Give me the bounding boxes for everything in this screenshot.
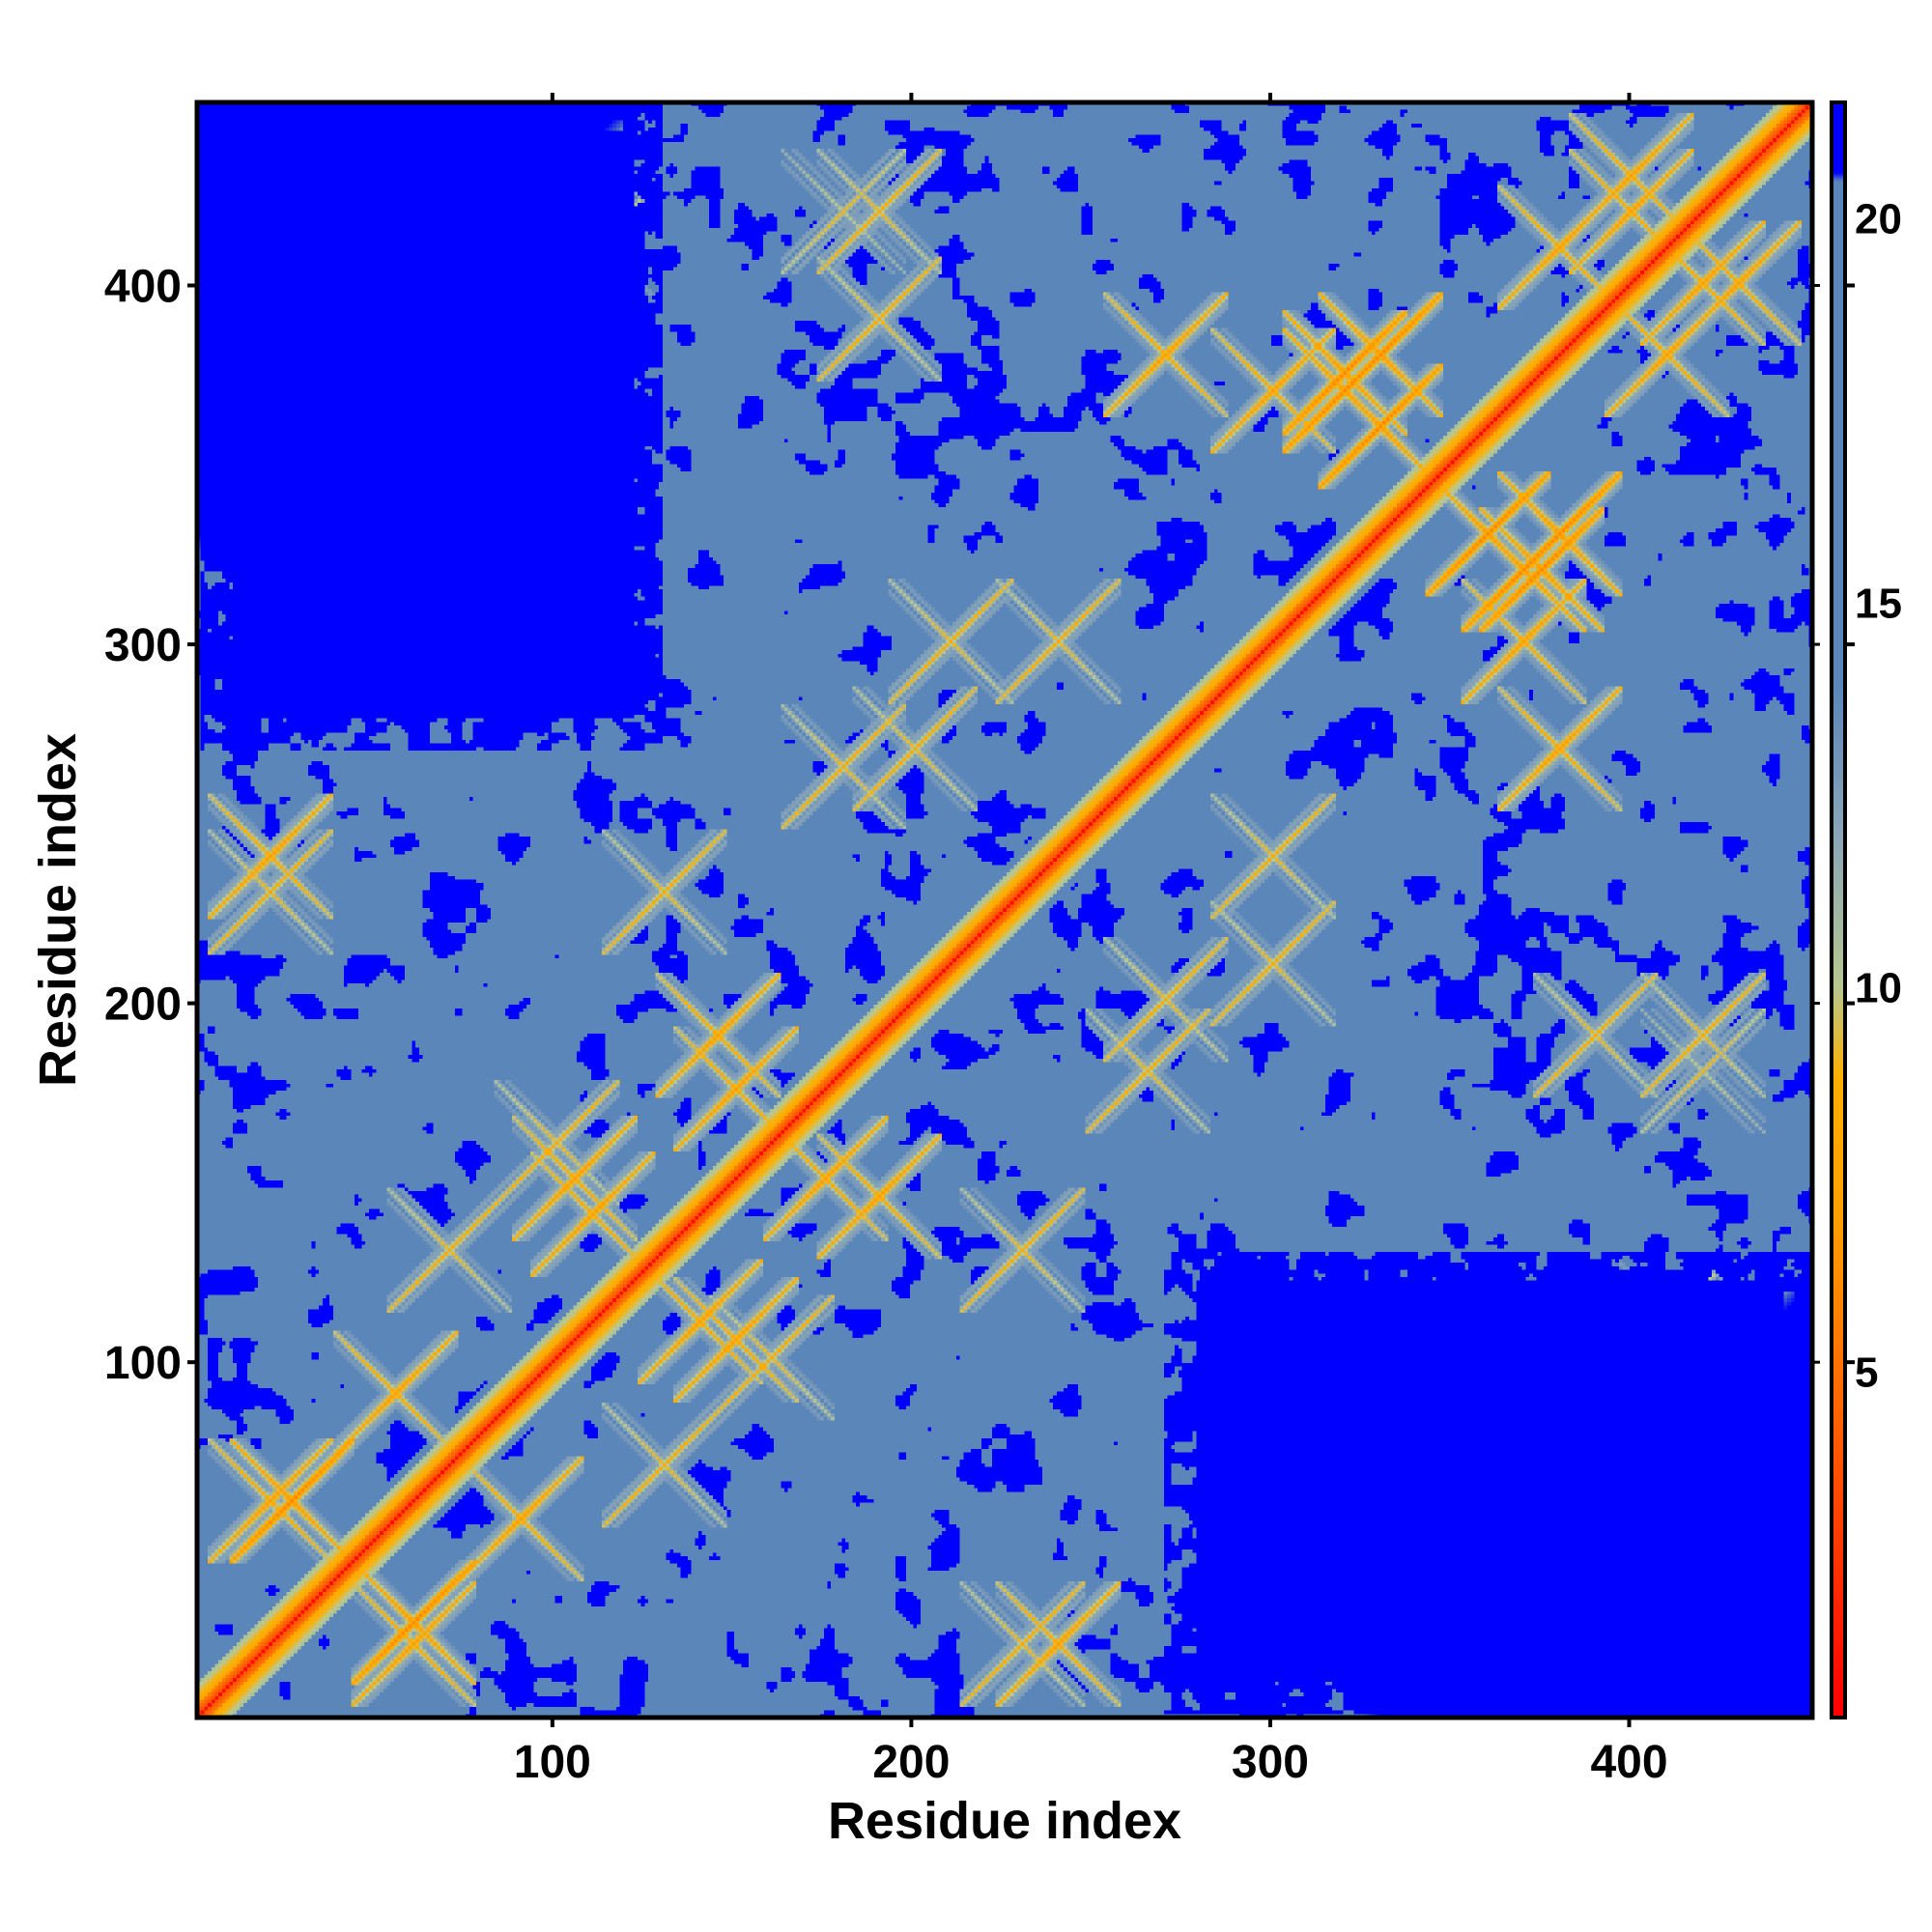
y-tick-label: 200: [104, 980, 182, 1031]
colorbar-tick-label: 10: [1855, 965, 1902, 1012]
x-tick-label: 100: [514, 1737, 591, 1788]
y-tick-label: 100: [104, 1338, 182, 1389]
distance-heatmap: [197, 102, 1812, 1718]
y-tick-label: 300: [104, 620, 182, 671]
y-tick-label: 400: [104, 261, 182, 312]
x-tick-label: 300: [1232, 1737, 1309, 1788]
x-tick-label: 200: [872, 1737, 950, 1788]
colorbar-tick-label: 20: [1855, 195, 1902, 242]
y-axis-title: Residue index: [29, 733, 87, 1087]
x-tick-label: 400: [1590, 1737, 1667, 1788]
colorbar-gradient: [1832, 102, 1845, 1718]
colorbar-tick-label: 5: [1855, 1350, 1878, 1397]
colorbar-tick-label: 15: [1855, 581, 1902, 628]
plot-frame: [194, 99, 1815, 1720]
x-axis-title: Residue index: [828, 1792, 1181, 1850]
colorbar-frame: [1830, 100, 1847, 1719]
